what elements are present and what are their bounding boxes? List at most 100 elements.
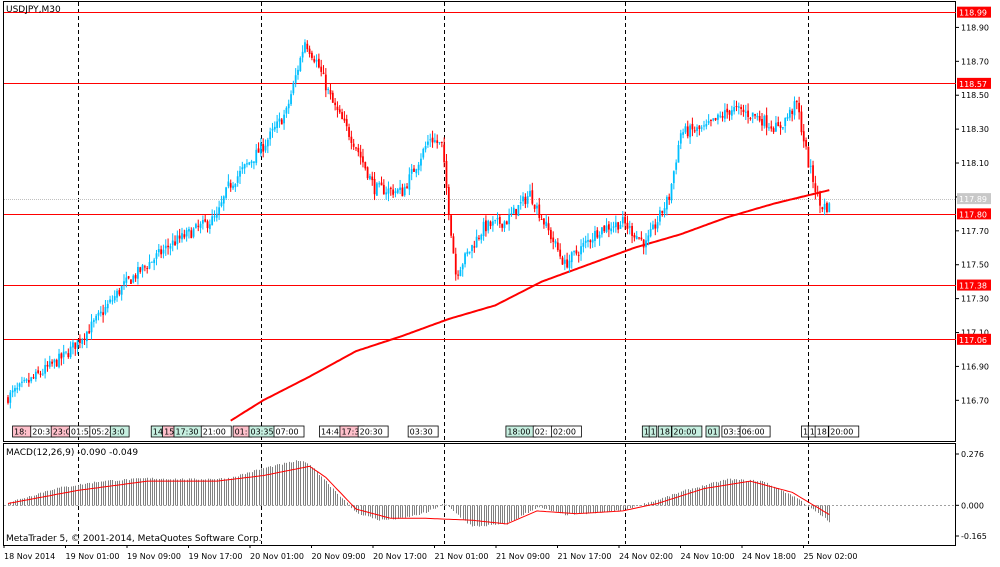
candle xyxy=(176,230,179,250)
candle xyxy=(248,161,251,166)
candle xyxy=(561,255,564,265)
candle xyxy=(150,261,153,263)
candle xyxy=(53,358,56,369)
x-tick-label: 24 Nov 02:00 xyxy=(618,545,673,561)
event-label[interactable]: 03:30 xyxy=(407,425,439,438)
candle xyxy=(160,245,163,259)
candle xyxy=(324,68,327,98)
svg-text:118.50: 118.50 xyxy=(961,91,989,100)
macd-signal-line xyxy=(7,465,830,525)
candle xyxy=(81,337,84,349)
candle xyxy=(206,219,209,233)
event-label[interactable]: 18: xyxy=(12,425,32,438)
candle xyxy=(522,192,524,207)
candle xyxy=(308,45,311,58)
candle xyxy=(23,377,26,383)
candle xyxy=(466,248,469,257)
candle xyxy=(508,208,511,231)
candle xyxy=(37,366,40,375)
candle xyxy=(292,80,295,96)
candle xyxy=(596,227,599,239)
candle xyxy=(424,141,427,153)
candle xyxy=(647,229,650,246)
svg-text:02:00: 02:00 xyxy=(553,428,576,437)
candle xyxy=(406,183,408,189)
event-label[interactable]: 17:30 xyxy=(173,425,205,438)
candle xyxy=(250,159,253,168)
candle xyxy=(712,118,715,122)
candle xyxy=(464,252,466,268)
event-label[interactable]: 02: xyxy=(532,425,553,438)
svg-text:118.10: 118.10 xyxy=(961,159,989,168)
candle xyxy=(603,225,606,233)
candle xyxy=(461,262,464,277)
candle xyxy=(362,148,364,168)
candle xyxy=(563,254,566,271)
y-tick-label: 116.90 xyxy=(956,362,989,371)
event-label[interactable]: 20:30 xyxy=(357,425,389,438)
candle xyxy=(587,233,589,248)
event-label[interactable]: 02:00 xyxy=(550,425,582,438)
candle xyxy=(763,114,766,129)
candle xyxy=(285,106,288,118)
candle xyxy=(645,233,647,255)
event-label[interactable]: 18 xyxy=(814,425,829,438)
event-label[interactable]: 21:00 xyxy=(200,425,232,438)
candle xyxy=(450,214,453,239)
candle xyxy=(195,222,197,229)
svg-text:117.38: 117.38 xyxy=(959,282,987,291)
event-label[interactable]: 18 xyxy=(657,425,672,438)
event-label[interactable]: 07:00 xyxy=(273,425,305,438)
macd-pane-frame xyxy=(3,443,956,546)
candle xyxy=(814,175,817,200)
candle xyxy=(18,382,21,391)
chart-title: USDJPY,M30 xyxy=(6,5,61,15)
candle xyxy=(547,216,550,236)
candle xyxy=(401,183,404,197)
svg-text:18 Nov 2014: 18 Nov 2014 xyxy=(4,552,55,561)
event-label[interactable]: 18:00 xyxy=(505,425,537,438)
candle xyxy=(552,231,555,250)
candle xyxy=(278,112,281,128)
candle xyxy=(431,130,434,148)
candle xyxy=(529,184,531,197)
x-tick-label: 18 Nov 2014 xyxy=(3,545,55,561)
candle xyxy=(812,160,814,189)
svg-text:18: 18 xyxy=(817,428,827,437)
candle xyxy=(580,239,582,261)
macd-y-tick-label: -0.165 xyxy=(956,532,987,541)
candle xyxy=(478,235,480,241)
event-label[interactable]: 20:00 xyxy=(671,425,703,438)
candle xyxy=(269,127,272,146)
candle xyxy=(241,161,244,174)
svg-text:117.10: 117.10 xyxy=(961,329,989,338)
event-label[interactable]: 3:0 xyxy=(109,425,130,438)
candle xyxy=(619,221,622,229)
candle xyxy=(320,59,323,77)
candle xyxy=(468,251,471,255)
svg-text:18: 18 xyxy=(660,428,670,437)
candle xyxy=(819,190,821,214)
candle xyxy=(74,342,77,356)
x-tick-label: 20 Nov 09:00 xyxy=(311,545,365,561)
event-label[interactable]: 20:00 xyxy=(828,425,860,438)
candle xyxy=(83,333,86,345)
svg-text:118.70: 118.70 xyxy=(961,57,989,66)
candle xyxy=(510,206,513,217)
candle xyxy=(744,104,747,121)
event-label[interactable]: 01 xyxy=(705,425,720,438)
event-label[interactable]: 1 xyxy=(648,425,658,438)
candle xyxy=(380,176,383,186)
event-label[interactable]: 06:00 xyxy=(739,425,771,438)
candle xyxy=(385,186,388,200)
candle xyxy=(556,238,559,252)
candle xyxy=(169,243,172,256)
candle xyxy=(614,215,617,233)
candle xyxy=(427,135,429,148)
candle xyxy=(566,252,569,269)
candle xyxy=(60,352,63,366)
svg-text:117.06: 117.06 xyxy=(959,336,987,345)
candle xyxy=(436,134,439,149)
candle xyxy=(705,119,708,130)
